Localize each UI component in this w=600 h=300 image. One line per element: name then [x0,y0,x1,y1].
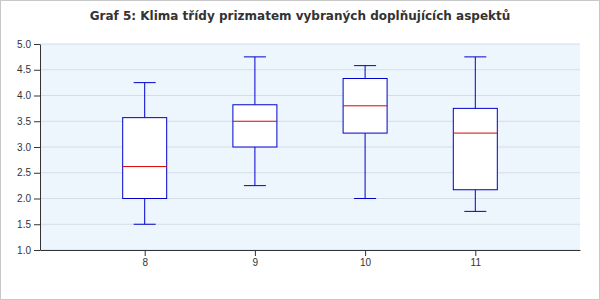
min-cap [464,211,486,212]
x-tick: 9 [253,250,259,268]
max-cap [354,65,376,66]
boxes [123,57,498,224]
y-tick: 4.5 [17,64,40,75]
grid-line [40,44,580,45]
upper-whisker [144,83,145,118]
lower-whisker [365,133,366,198]
y-tick: 1.0 [17,245,40,256]
y-tick: 2.5 [17,167,40,178]
y-tick: 3.5 [17,116,40,127]
plot: 1.0 1.5 2.0 2.5 3.0 3.5 4.0 4.5 5.0 8 9 10 11 [17,39,580,268]
y-tick-label: 1.0 [17,245,31,256]
x-tick-mark [475,250,476,256]
box-body [453,108,497,189]
grid-line [40,95,580,96]
box [123,83,167,225]
y-tick-mark [34,44,40,45]
y-tick: 3.0 [17,142,40,153]
box-body [343,79,387,134]
median [453,133,497,134]
y-tick-mark [34,250,40,251]
box [453,57,497,212]
lower-whisker [254,147,255,186]
x-tick: 10 [360,250,372,268]
upper-whisker [365,66,366,79]
min-cap [134,224,156,225]
y-tick-mark [34,70,40,71]
y-tick-mark [34,96,40,97]
x-tick-mark [365,250,366,256]
y-tick-label: 2.0 [17,193,31,204]
y-tick-label: 1.5 [17,219,31,230]
y-tick-label: 4.5 [17,64,31,75]
y-tick-label: 3.5 [17,116,31,127]
grid [40,44,580,250]
box-body [123,118,167,199]
x-tick: 8 [142,250,148,268]
max-cap [244,56,266,57]
y-tick-mark [34,173,40,174]
lower-whisker [144,199,145,225]
grid-line [40,147,580,148]
x-tick-label: 11 [471,257,482,268]
chart-frame [1,1,600,300]
grid-line [40,69,580,70]
box [343,66,387,199]
x-axis: 8 9 10 11 [41,250,581,268]
y-tick-mark [34,199,40,200]
y-tick: 4.0 [17,90,40,101]
grid-line [40,121,580,122]
y-tick-label: 3.0 [17,142,31,153]
min-cap [244,185,266,186]
x-axis-line [41,250,581,251]
title: Graf 5: Klima třídy prizmatem vybraných … [90,9,511,23]
y-axis-line [40,45,41,251]
box-body [233,105,277,147]
x-tick: 11 [471,250,482,268]
median [123,166,167,167]
plot-background [40,44,580,250]
grid-line [40,172,580,173]
max-cap [134,82,156,83]
y-tick-label: 4.0 [17,90,31,101]
chart: Graf 5: Klima třídy prizmatem vybraných … [0,0,600,300]
y-tick: 2.0 [17,193,40,204]
x-tick-label: 8 [142,257,148,268]
upper-whisker [254,57,255,105]
y-axis: 1.0 1.5 2.0 2.5 3.0 3.5 4.0 4.5 5.0 [17,39,40,256]
y-tick: 5.0 [17,39,40,50]
x-tick-label: 10 [360,257,372,268]
x-tick-mark [145,250,146,256]
max-cap [464,56,486,57]
box [233,57,277,186]
y-tick-mark [34,121,40,122]
y-tick-mark [34,147,40,148]
y-tick-label: 2.5 [17,167,31,178]
y-tick: 1.5 [17,219,40,230]
median [343,105,387,106]
min-cap [354,198,376,199]
x-tick-label: 9 [253,257,259,268]
x-tick-mark [255,250,256,256]
grid-line [40,224,580,225]
lower-whisker [475,190,476,212]
upper-whisker [475,57,476,109]
y-tick-mark [34,224,40,225]
grid-line [40,250,580,251]
y-tick-label: 5.0 [17,39,31,50]
median [233,121,277,122]
grid-line [40,198,580,199]
